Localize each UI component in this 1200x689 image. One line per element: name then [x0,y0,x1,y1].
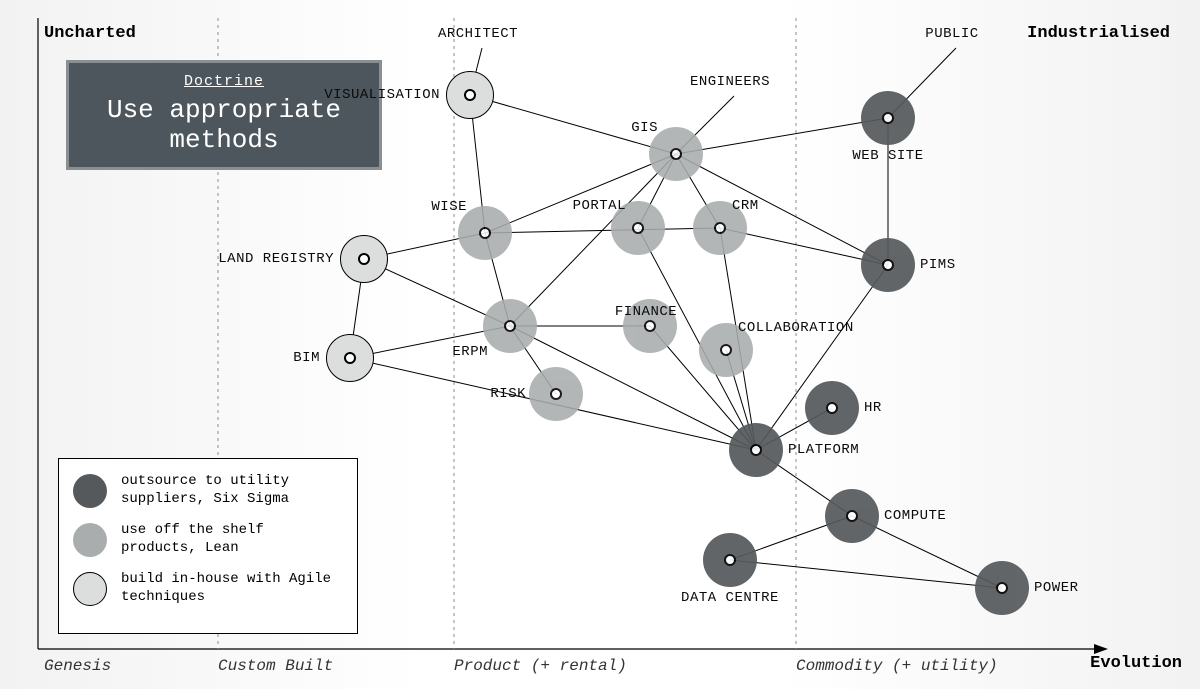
node-pims [861,238,915,292]
node-dot [670,148,682,160]
node-label: VISUALISATION [324,87,440,103]
node-label: FINANCE [615,304,677,320]
legend-text: outsource to utility suppliers, Six Sigm… [121,473,341,508]
legend: outsource to utility suppliers, Six Sigm… [58,458,358,634]
legend-swatch [73,523,107,557]
legend-text: build in-house with Agile techniques [121,571,341,606]
node-compute [825,489,879,543]
axis-tick: Custom Built [218,657,333,675]
doctrine-title: Doctrine [69,63,379,90]
node-platform [729,423,783,477]
node-label: ERPM [452,344,488,360]
node-label: POWER [1034,580,1079,596]
axis-evolution: Evolution [1090,654,1182,673]
node-label: LAND REGISTRY [218,251,334,267]
node-datacentre [703,533,757,587]
node-label: WEB SITE [852,148,923,164]
node-dot [504,320,516,332]
node-label: ARCHITECT [438,26,518,42]
node-dot [479,227,491,239]
node-label: PORTAL [573,198,626,214]
node-hr [805,381,859,435]
node-land [340,235,388,283]
node-dot [344,352,356,364]
node-dot [996,582,1008,594]
node-label: COLLABORATION [738,320,854,336]
node-label: PUBLIC [925,26,978,42]
node-label: ENGINEERS [690,74,770,90]
node-dot [846,510,858,522]
node-label: PIMS [920,257,956,273]
legend-swatch [73,572,107,606]
node-dot [724,554,736,566]
node-website [861,91,915,145]
node-label: RISK [490,386,526,402]
node-label: HR [864,400,882,416]
node-label: GIS [631,120,658,136]
node-dot [826,402,838,414]
node-dot [358,253,370,265]
node-visualisation [446,71,494,119]
corner-uncharted: Uncharted [44,24,136,43]
node-dot [644,320,656,332]
node-dot [750,444,762,456]
node-dot [550,388,562,400]
node-label: WISE [431,199,467,215]
node-label: BIM [293,350,320,366]
legend-swatch [73,474,107,508]
node-label: PLATFORM [788,442,859,458]
doctrine-box: Doctrine Use appropriate methods [66,60,382,170]
node-label: CRM [732,198,759,214]
node-risk [529,367,583,421]
legend-item: build in-house with Agile techniques [73,571,343,606]
node-label: DATA CENTRE [681,590,779,606]
node-bim [326,334,374,382]
wardley-map: Uncharted Industrialised Evolution Doctr… [0,0,1200,689]
axis-tick: Genesis [44,657,111,675]
axis-tick: Commodity (+ utility) [796,657,998,675]
node-dot [632,222,644,234]
node-label: COMPUTE [884,508,946,524]
node-dot [464,89,476,101]
corner-industrialised: Industrialised [1027,24,1170,43]
node-power [975,561,1029,615]
legend-text: use off the shelf products, Lean [121,522,341,557]
legend-item: outsource to utility suppliers, Six Sigm… [73,473,343,508]
node-dot [720,344,732,356]
node-dot [882,112,894,124]
axis-tick: Product (+ rental) [454,657,627,675]
node-dot [882,259,894,271]
legend-item: use off the shelf products, Lean [73,522,343,557]
node-dot [714,222,726,234]
node-erpm [483,299,537,353]
